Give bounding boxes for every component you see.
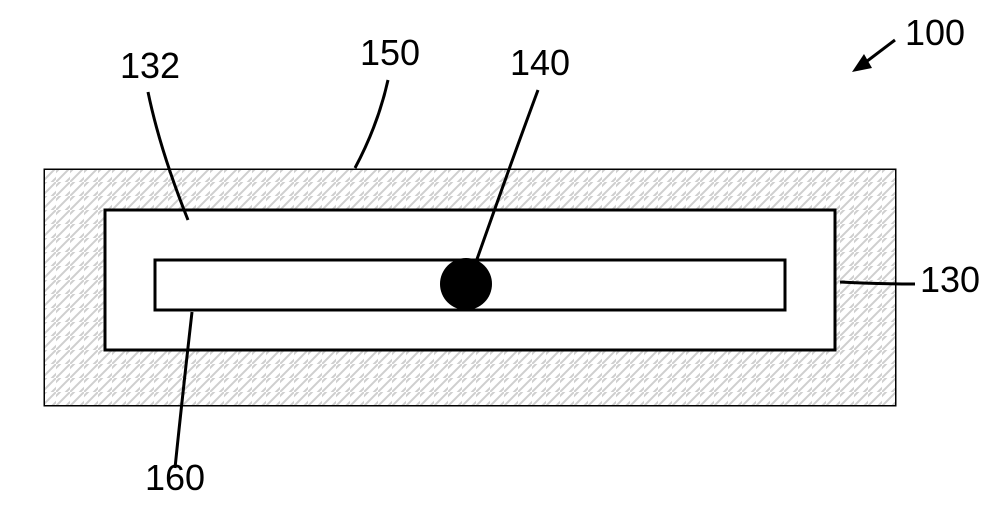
label-132: 132 <box>120 45 180 86</box>
label-130: 130 <box>920 259 980 300</box>
label-150: 150 <box>360 32 420 73</box>
center-dot <box>440 258 492 310</box>
label-140: 140 <box>510 42 570 83</box>
lead-130 <box>840 282 915 284</box>
patent-figure: 100 150 140 132 130 160 <box>0 0 1000 511</box>
label-100: 100 <box>905 12 965 53</box>
label-160: 160 <box>145 457 205 498</box>
ref-100-arrow <box>852 40 895 72</box>
lead-150 <box>355 80 388 168</box>
